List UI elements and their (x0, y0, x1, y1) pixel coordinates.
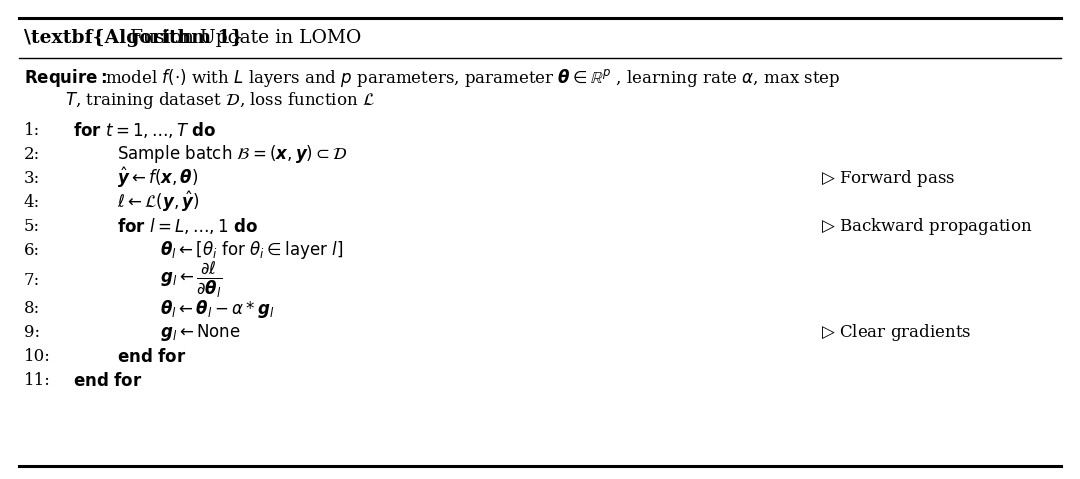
Text: Fusion Update in LOMO: Fusion Update in LOMO (130, 29, 361, 47)
Text: 8:: 8: (24, 300, 40, 318)
Text: 2:: 2: (24, 146, 40, 163)
Text: 3:: 3: (24, 170, 40, 187)
Text: $\mathbf{for}\ t = 1, \ldots, T\ \mathbf{do}$: $\mathbf{for}\ t = 1, \ldots, T\ \mathbf… (73, 120, 217, 140)
Text: $\hat{\boldsymbol{y}} \leftarrow f(\boldsymbol{x}, \boldsymbol{\theta})$: $\hat{\boldsymbol{y}} \leftarrow f(\bold… (117, 166, 198, 191)
Text: 10:: 10: (24, 348, 51, 365)
Text: $\boldsymbol{g}_l \leftarrow \mathrm{None}$: $\boldsymbol{g}_l \leftarrow \mathrm{Non… (160, 322, 241, 343)
Text: $\boldsymbol{\theta}_l \leftarrow [\theta_i\ \text{for}\ \theta_i \in \text{laye: $\boldsymbol{\theta}_l \leftarrow [\thet… (160, 239, 343, 261)
Text: $T$, training dataset $\mathcal{D}$, loss function $\mathcal{L}$: $T$, training dataset $\mathcal{D}$, los… (65, 90, 375, 111)
Text: $\mathbf{Require:}$: $\mathbf{Require:}$ (24, 67, 107, 89)
Text: 5:: 5: (24, 217, 40, 235)
Text: model $f(\cdot)$ with $L$ layers and $p$ parameters, parameter $\boldsymbol{\the: model $f(\cdot)$ with $L$ layers and $p$… (105, 67, 840, 89)
Text: \textbf{Algorithm 1}: \textbf{Algorithm 1} (24, 29, 242, 47)
Text: $\boldsymbol{g}_l \leftarrow \dfrac{\partial \ell}{\partial \boldsymbol{\theta}_: $\boldsymbol{g}_l \leftarrow \dfrac{\par… (160, 260, 222, 300)
Text: $\triangleright$ Clear gradients: $\triangleright$ Clear gradients (821, 322, 971, 343)
Text: 11:: 11: (24, 372, 51, 389)
Text: $\triangleright$ Forward pass: $\triangleright$ Forward pass (821, 168, 955, 189)
Text: $\mathbf{end\ for}$: $\mathbf{end\ for}$ (117, 348, 186, 366)
Text: Sample batch $\mathcal{B} = (\boldsymbol{x}, \boldsymbol{y}) \subset \mathcal{D}: Sample batch $\mathcal{B} = (\boldsymbol… (117, 143, 348, 165)
Text: 6:: 6: (24, 241, 40, 259)
Text: $\triangleright$ Backward propagation: $\triangleright$ Backward propagation (821, 216, 1032, 237)
Text: 1:: 1: (24, 122, 40, 139)
Text: $\boldsymbol{\theta}_l \leftarrow \boldsymbol{\theta}_l - \alpha * \boldsymbol{g: $\boldsymbol{\theta}_l \leftarrow \bolds… (160, 298, 274, 320)
Text: $\mathbf{end\ for}$: $\mathbf{end\ for}$ (73, 372, 143, 390)
Text: 4:: 4: (24, 194, 40, 211)
Text: $\ell \leftarrow \mathcal{L}(\boldsymbol{y}, \hat{\boldsymbol{y}})$: $\ell \leftarrow \mathcal{L}(\boldsymbol… (117, 190, 200, 215)
Text: $\mathbf{for}\ l = L, \ldots, 1\ \mathbf{do}$: $\mathbf{for}\ l = L, \ldots, 1\ \mathbf… (117, 216, 257, 236)
Text: 9:: 9: (24, 324, 40, 342)
Text: 7:: 7: (24, 272, 40, 289)
